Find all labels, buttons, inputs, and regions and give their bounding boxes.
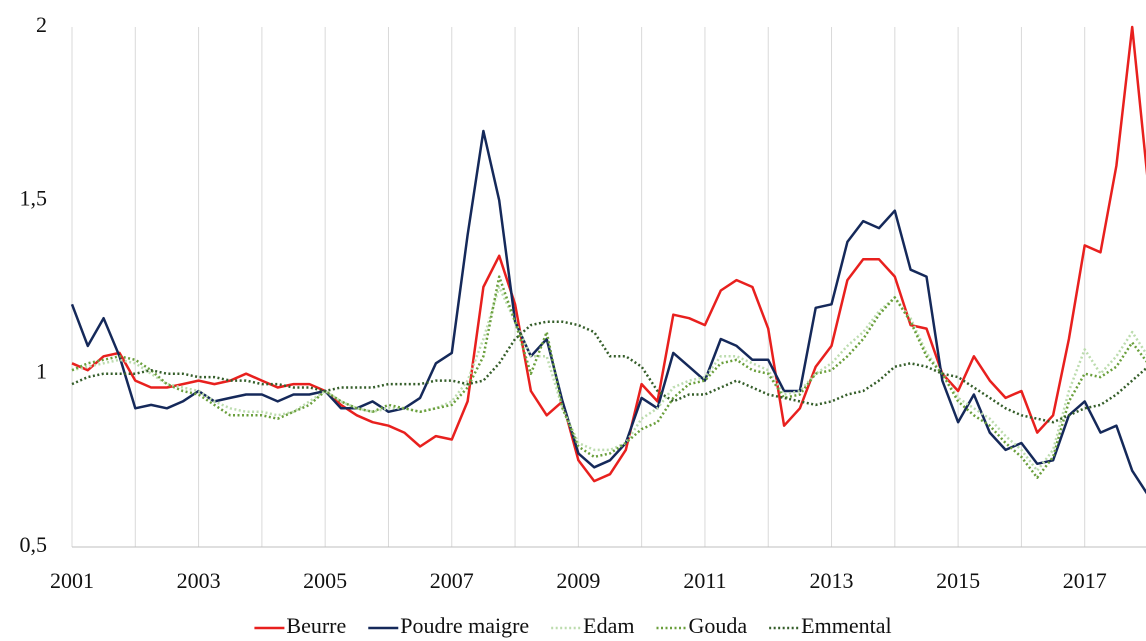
x-tick-label: 2005: [303, 568, 347, 593]
series-line: [71, 320, 1146, 424]
x-tick-label: 2009: [556, 568, 600, 593]
series-line: [71, 275, 1146, 479]
x-tick-label: 2003: [177, 568, 221, 593]
legend: Beurre Poudre maigre Edam Gouda Emmental: [254, 613, 892, 638]
x-tick-label: 2001: [50, 568, 94, 593]
plot-area: [70, 25, 1146, 495]
legend-label: Beurre: [286, 613, 346, 638]
y-tick-label: 1: [36, 359, 47, 384]
legend-label: Edam: [583, 613, 634, 638]
x-tick-label: 2007: [430, 568, 474, 593]
y-tick-label: 1,5: [20, 185, 48, 210]
legend-label: Gouda: [689, 613, 748, 638]
legend-label: Poudre maigre: [400, 613, 529, 638]
x-tick-label: 2017: [1063, 568, 1107, 593]
x-tick-label: 2013: [810, 568, 854, 593]
grid: [71, 27, 1146, 548]
y-tick-label: 0,5: [20, 532, 48, 557]
series-line: [70, 129, 1146, 495]
series-line: [71, 25, 1146, 483]
legend-label: Emmental: [801, 613, 891, 638]
y-tick-label: 2: [36, 12, 47, 37]
x-tick-label: 2015: [936, 568, 980, 593]
x-tick-label: 2011: [683, 568, 726, 593]
labels: 0,5 1 1,5 2 2001 2003 2005 2007 2009 2011 2013 2015…: [20, 12, 1107, 593]
